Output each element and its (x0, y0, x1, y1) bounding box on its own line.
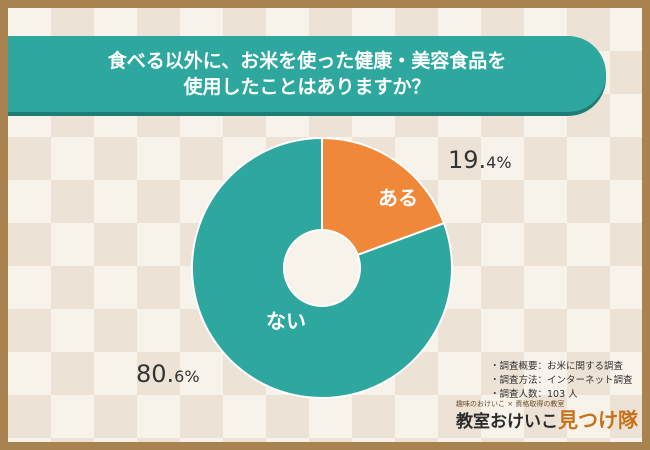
logo-name: 教室おけいこ見つけ隊 (456, 409, 638, 433)
note-overview: ・調査概要：お米に関する調査 (490, 361, 624, 372)
note-count: ・調査人数：103 人 (490, 389, 578, 400)
logo-name-main: 教室おけいこ (456, 412, 558, 432)
brand-logo: 趣味のおけいこ × 資格取得の教室 教室おけいこ見つけ隊 (456, 400, 638, 434)
slice-label-yes: ある (378, 186, 418, 210)
title-line-1: 食べる以外に、お米を使った健康・美容食品を (107, 50, 507, 72)
value-label-yes: 19.4% (448, 146, 512, 174)
donut-hole (283, 229, 361, 307)
title-line-2: 使用したことはありますか？ (183, 76, 431, 98)
logo-name-accent: 見つけ隊 (558, 408, 638, 432)
value-label-no: 80.6% (136, 360, 200, 388)
donut-chart: ある 19.4% ない 80.6% (136, 136, 512, 399)
logo-tagline: 趣味のおけいこ × 資格取得の教室 (456, 400, 565, 408)
slice-label-no: ない (266, 309, 306, 333)
survey-notes: ・調査概要：お米に関する調査 ・調査方法：インターネット調査 ・調査人数：103… (490, 360, 633, 402)
slice-no (191, 136, 453, 399)
chart-frame: 食べる以外に、お米を使った健康・美容食品を 使用したことはありますか？ ある 19… (8, 8, 642, 442)
note-method: ・調査方法：インターネット調査 (490, 375, 633, 386)
slice-yes (321, 136, 446, 270)
title-banner: 食べる以外に、お米を使った健康・美容食品を 使用したことはありますか？ (8, 36, 606, 112)
